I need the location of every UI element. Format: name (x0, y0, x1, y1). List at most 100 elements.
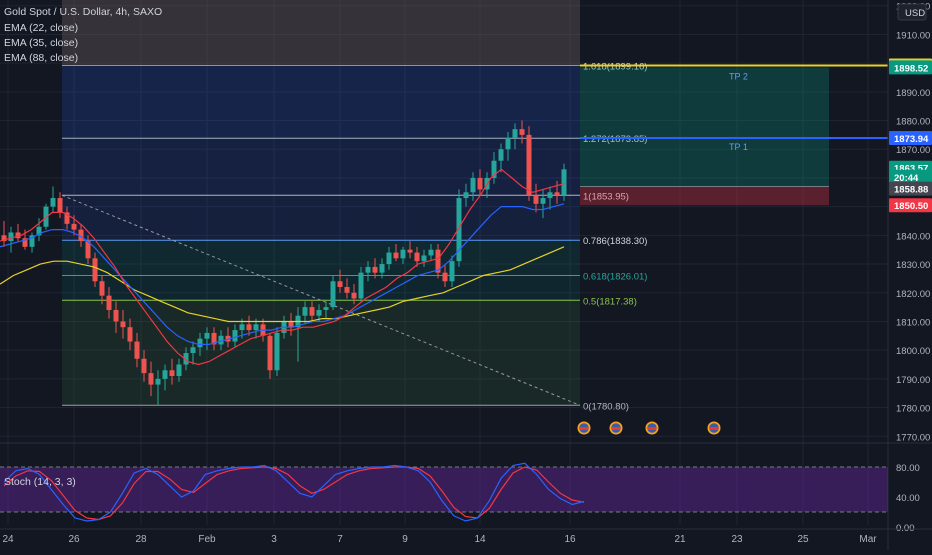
candle-body (547, 192, 553, 199)
candle-body (57, 198, 63, 213)
ema35-legend[interactable]: EMA (35, close) (4, 37, 79, 49)
ema35-line (0, 203, 565, 345)
stoch-k-line (3, 462, 585, 522)
candle-body (99, 281, 105, 296)
candle-body (477, 177, 483, 190)
candle-body (449, 261, 455, 282)
price-tick-label: 1890.00 (896, 88, 930, 99)
fib-top-zone (62, 0, 580, 66)
time-tick-label: 26 (68, 534, 80, 545)
price-badge-text: 1850.50 (894, 201, 928, 212)
candle-body (505, 137, 511, 150)
price-badge (889, 181, 932, 196)
candle-body (407, 249, 413, 253)
candle-body (162, 370, 168, 379)
candle-body (274, 332, 280, 371)
price-badge-text: 20:44 (894, 173, 919, 184)
position-profit-zone (580, 67, 829, 187)
candle-body (92, 258, 98, 282)
candle-body (127, 327, 133, 342)
candle-body (1, 235, 7, 242)
candle-body (491, 160, 497, 178)
stoch-band (0, 467, 888, 512)
ema88-line (0, 246, 565, 323)
candle-body (435, 249, 441, 273)
tp1-label: TP 1 (729, 142, 748, 152)
candle-body (246, 324, 252, 331)
event-flag-stripe (579, 427, 589, 430)
candle-body (498, 149, 504, 161)
ema88-legend[interactable]: EMA (88, close) (4, 52, 79, 64)
candle-body (344, 287, 350, 293)
fib-zone (62, 240, 580, 276)
event-flag-icon (577, 421, 591, 435)
price-badge-text: 1858.88 (894, 185, 928, 196)
price-tick-label: 1800.00 (896, 346, 930, 357)
candle-body (155, 378, 161, 385)
candle-body (330, 281, 336, 308)
candle-body (218, 335, 224, 345)
price-tick-label: 1910.00 (896, 30, 930, 41)
candle-body (22, 238, 28, 247)
fib-level-label: 1.272(1873.85) (583, 134, 647, 145)
candle-body (323, 307, 329, 310)
candle-body (351, 292, 357, 299)
candle-body (526, 134, 532, 196)
candle-body (379, 264, 385, 273)
time-tick-label: 24 (2, 534, 14, 545)
price-tick-label: 1830.00 (896, 260, 930, 271)
candle-body (414, 252, 420, 262)
price-badge (889, 60, 932, 75)
event-flag-icon (609, 421, 623, 435)
fib-level-label: 0.786(1838.30) (583, 236, 647, 247)
time-tick-label: 3 (271, 534, 277, 545)
candle-body (337, 281, 343, 288)
candle-body (8, 232, 14, 242)
candle-body (190, 347, 196, 354)
candle-body (50, 198, 56, 207)
candle-body (512, 129, 518, 138)
candle-body (554, 192, 560, 196)
time-tick-label: 7 (337, 534, 343, 545)
price-tick-label: 1770.00 (896, 432, 930, 443)
candle-body (197, 338, 203, 348)
candle-body (288, 321, 294, 328)
candle-body (302, 307, 308, 316)
ema22-legend[interactable]: EMA (22, close) (4, 22, 79, 34)
candle-body (267, 335, 273, 371)
candle-body (309, 307, 315, 316)
price-badge (889, 130, 932, 145)
time-tick-label: 16 (564, 534, 576, 545)
time-tick-label: 14 (474, 534, 486, 545)
candle-body (561, 169, 567, 196)
candle-body (470, 177, 476, 193)
position-loss-zone (580, 186, 829, 206)
candle-body (204, 332, 210, 339)
stoch-legend[interactable]: Stoch (14, 3, 3) (4, 476, 76, 488)
event-flag-stripe (611, 427, 621, 430)
candle-body (232, 330, 238, 342)
price-badge-text: 1873.94 (894, 134, 929, 145)
stoch-tick-label: 80.00 (896, 463, 920, 474)
price-tick-label: 1880.00 (896, 117, 930, 128)
candle-body (442, 272, 448, 282)
candle-body (211, 332, 217, 345)
candle-body (134, 341, 140, 359)
fib-level-label: 0.5(1817.38) (583, 296, 637, 307)
event-flag-stripe (709, 427, 719, 430)
candle-body (169, 370, 175, 376)
event-flag-stripe (647, 427, 657, 430)
price-tick-label: 1820.00 (896, 289, 930, 300)
ema22-line (0, 168, 565, 366)
time-tick-label: Feb (198, 534, 216, 545)
price-badge-text: 1863.57 (894, 164, 928, 175)
symbol-title[interactable]: Gold Spot / U.S. Dollar, 4h, SAXO (4, 6, 163, 18)
candle-body (120, 321, 126, 328)
fib-level-label: 1(1853.95) (583, 191, 629, 202)
candle-body (386, 252, 392, 265)
candle-body (64, 212, 70, 224)
event-flag-icon (707, 421, 721, 435)
candle-body (253, 324, 259, 331)
candle-body (540, 198, 546, 204)
